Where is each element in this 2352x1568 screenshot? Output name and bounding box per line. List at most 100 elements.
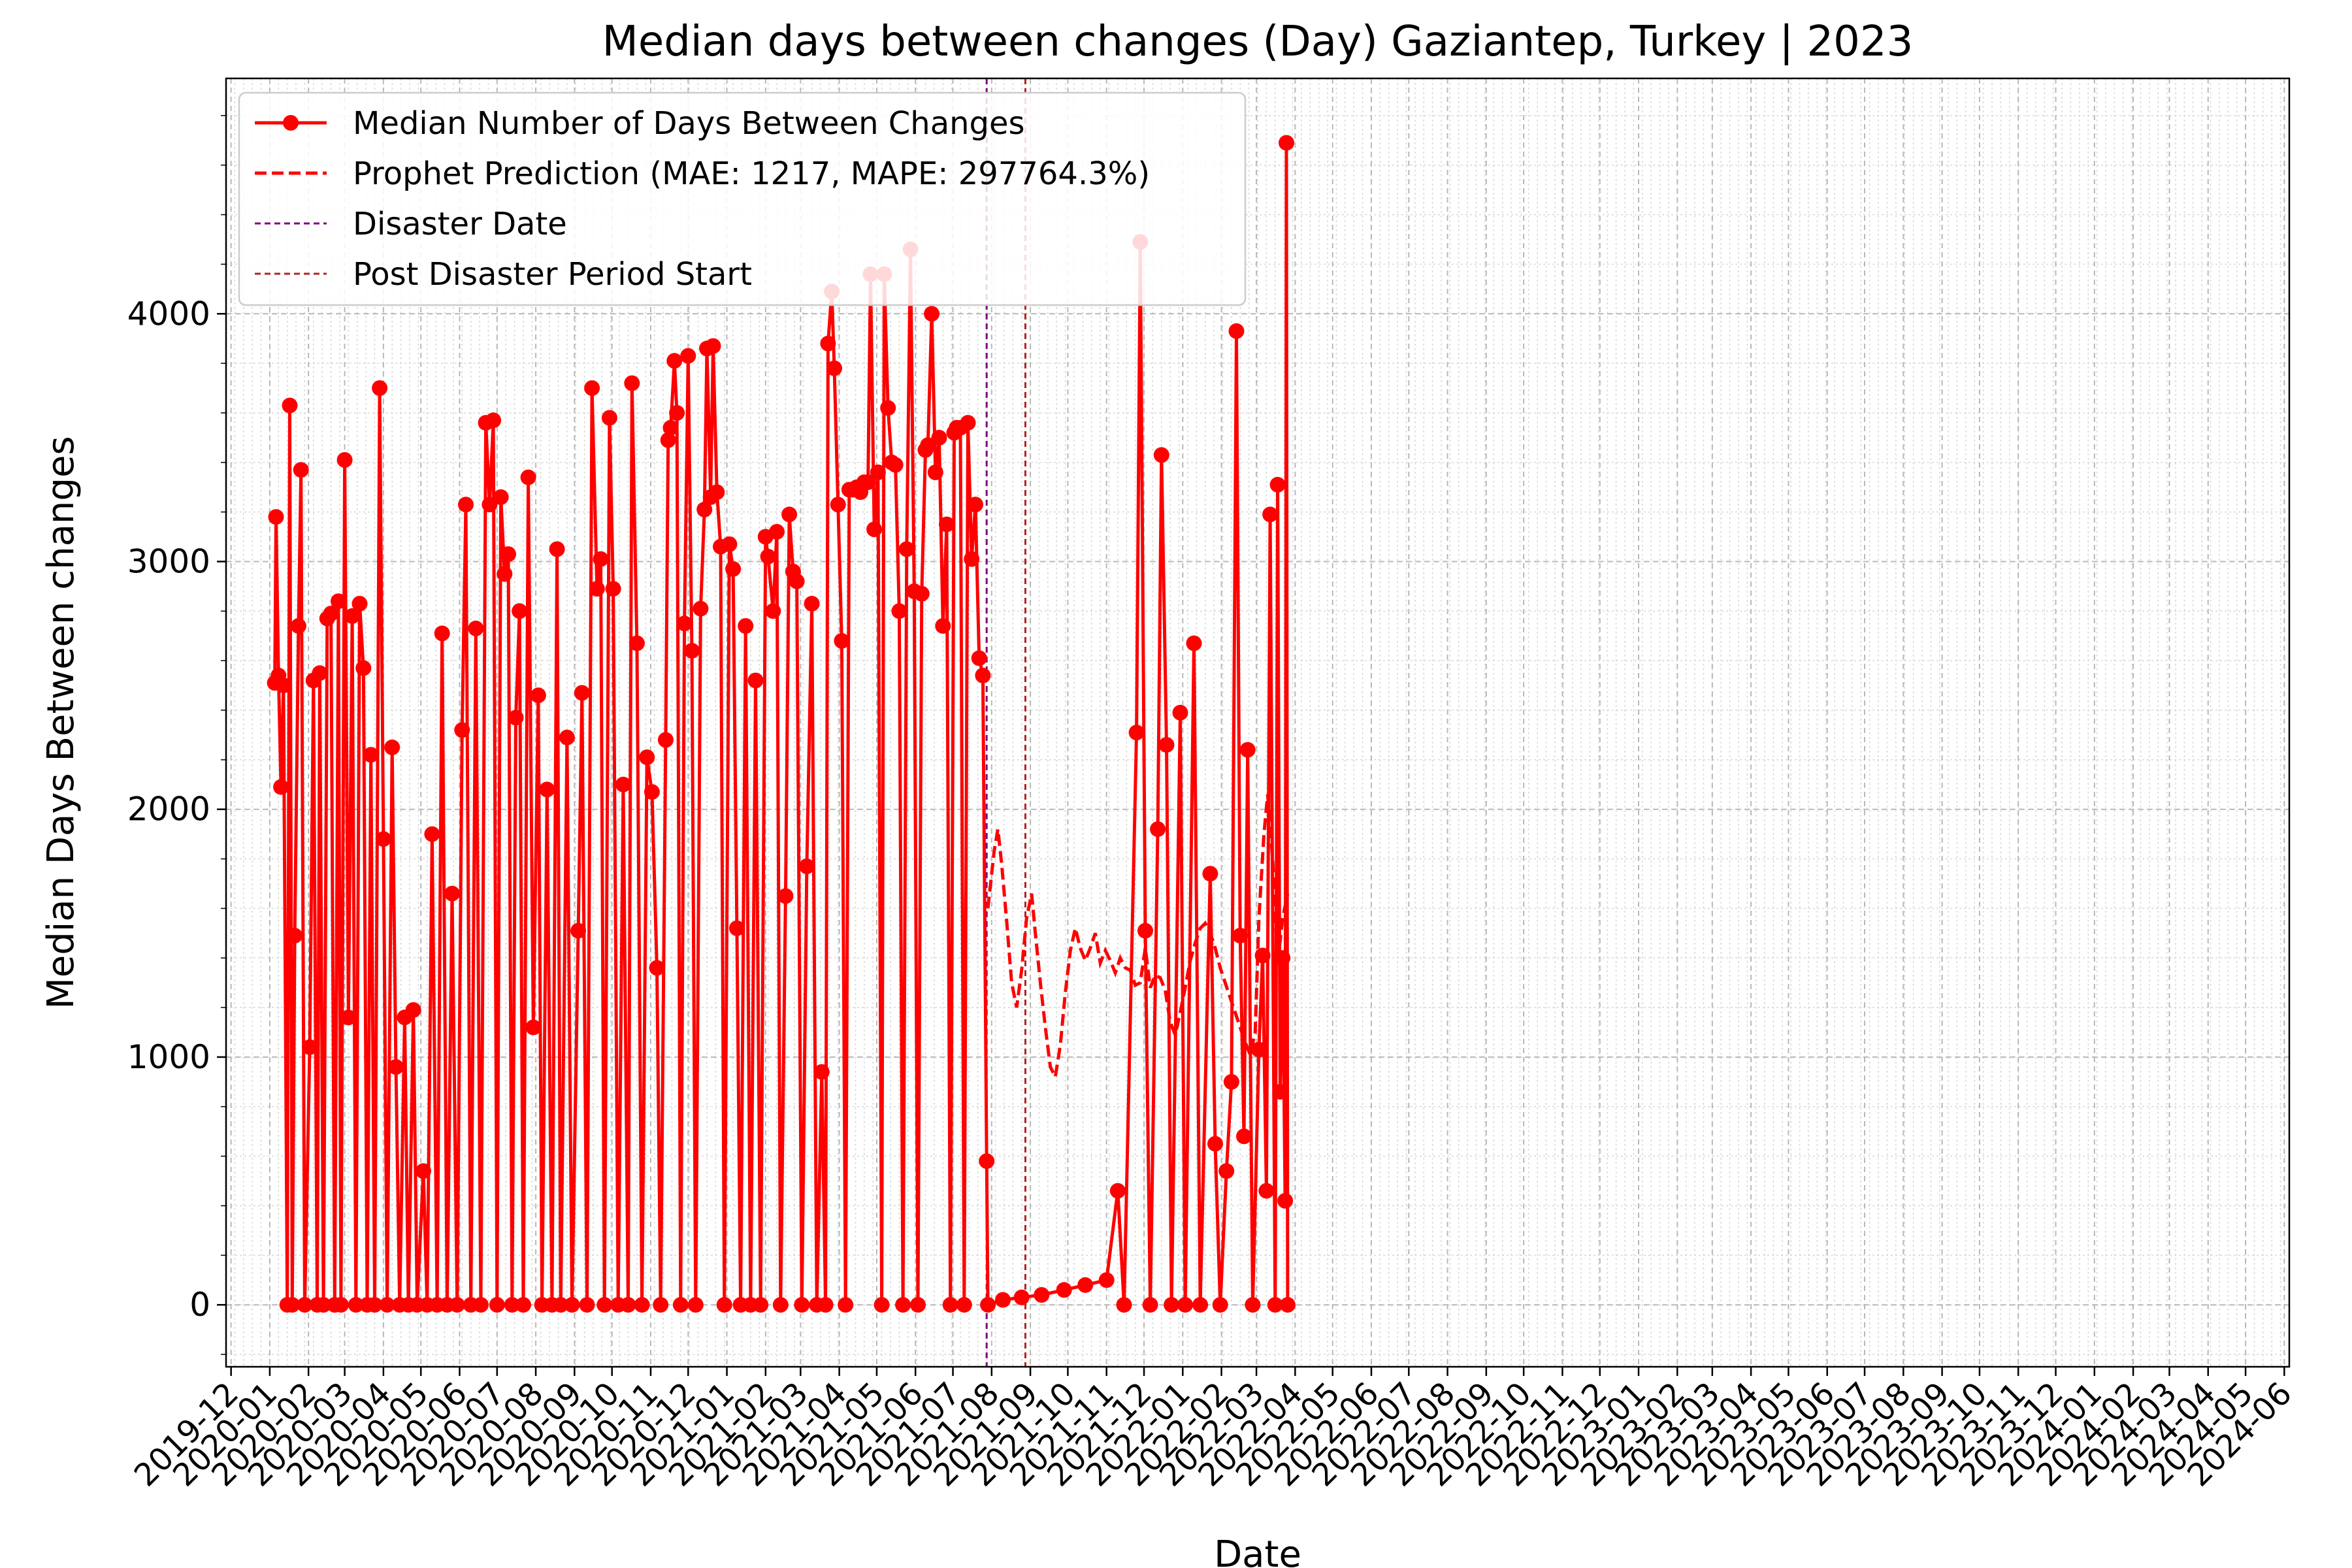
data-point — [644, 784, 660, 800]
data-point — [434, 625, 450, 642]
data-point — [1192, 1297, 1209, 1313]
data-point — [662, 419, 679, 436]
data-point — [789, 573, 805, 589]
prediction-line — [986, 794, 1290, 1083]
data-point — [273, 779, 289, 795]
data-point — [1153, 447, 1169, 463]
data-point — [512, 603, 528, 619]
y-tick-label: 0 — [189, 1286, 210, 1324]
data-point — [287, 928, 303, 944]
data-point — [485, 412, 502, 429]
data-point — [975, 667, 991, 683]
data-point — [624, 375, 640, 391]
data-point — [728, 920, 745, 936]
data-point — [721, 536, 738, 552]
data-point — [468, 620, 484, 636]
data-point — [458, 497, 474, 513]
data-point — [620, 1297, 636, 1313]
data-point — [525, 1019, 542, 1036]
data-point — [924, 306, 940, 322]
data-point — [579, 1297, 595, 1313]
data-point — [684, 643, 700, 659]
data-point — [596, 1297, 613, 1313]
data-point — [672, 1297, 689, 1313]
data-point — [680, 348, 696, 364]
data-point — [794, 1297, 810, 1313]
data-point — [316, 1297, 332, 1313]
data-point — [1172, 704, 1188, 721]
data-point — [344, 608, 361, 624]
data-point — [817, 1297, 834, 1313]
data-point — [666, 353, 683, 369]
legend-label: Median Number of Days Between Changes — [353, 105, 1025, 142]
data-point — [1109, 1183, 1126, 1199]
data-point — [1223, 1073, 1239, 1090]
data-point — [1150, 821, 1166, 838]
data-point — [1245, 1297, 1261, 1313]
data-point — [669, 405, 685, 421]
data-point — [1142, 1297, 1158, 1313]
data-point — [351, 596, 368, 612]
data-point — [1236, 1128, 1252, 1145]
data-point — [693, 600, 709, 617]
data-point — [589, 581, 605, 597]
data-point — [1212, 1297, 1228, 1313]
data-point — [725, 561, 742, 577]
data-point — [515, 1297, 531, 1313]
plot-frame — [225, 77, 2291, 1368]
x-axis-label: Date — [1214, 1533, 1301, 1568]
legend-label: Prophet Prediction (MAE: 1217, MAPE: 297… — [353, 155, 1150, 192]
data-point — [705, 338, 721, 354]
data-point — [473, 1297, 489, 1313]
data-point — [898, 541, 915, 557]
data-point — [874, 1297, 890, 1313]
y-tick-label: 2000 — [127, 791, 210, 828]
data-point — [765, 603, 781, 619]
data-point — [629, 635, 645, 651]
data-point — [1250, 1041, 1267, 1058]
data-point — [375, 831, 391, 847]
data-point — [372, 380, 388, 396]
data-point — [687, 1297, 704, 1313]
data-point — [424, 826, 440, 842]
data-point — [508, 710, 524, 726]
data-point — [781, 506, 798, 523]
data-point — [1077, 1277, 1094, 1293]
legend-box — [238, 91, 1247, 306]
data-point — [379, 1297, 395, 1313]
data-point — [676, 615, 693, 632]
data-point — [1232, 928, 1249, 944]
data-point — [454, 722, 470, 738]
data-point — [910, 1297, 926, 1313]
data-point — [956, 1297, 972, 1313]
data-point — [939, 516, 955, 532]
data-point — [649, 960, 665, 976]
data-point — [880, 400, 896, 416]
data-point — [753, 1297, 769, 1313]
data-point — [1116, 1297, 1132, 1313]
y-axis-label: Median Days Between changes — [40, 436, 82, 1009]
data-point — [405, 1002, 421, 1018]
data-point — [500, 546, 516, 563]
data-point — [660, 432, 676, 448]
data-point — [564, 1297, 580, 1313]
data-point — [1239, 742, 1256, 758]
data-point — [348, 1297, 364, 1313]
data-point — [1202, 866, 1218, 882]
data-point — [968, 497, 983, 513]
axes: 2019-122020-012020-022020-032020-042020-… — [127, 115, 2299, 1494]
data-point — [1186, 635, 1202, 651]
data-point — [593, 551, 609, 567]
data-point — [340, 1009, 357, 1026]
data-point — [497, 566, 513, 582]
data-point — [388, 1059, 404, 1075]
data-point — [615, 776, 631, 792]
data-point — [657, 732, 674, 748]
data-point — [333, 1297, 349, 1313]
data-point — [798, 858, 815, 874]
legend: Median Number of Days Between Changes Pro… — [238, 91, 1247, 306]
y-tick-label: 1000 — [127, 1038, 210, 1076]
data-point — [574, 685, 590, 701]
data-point — [830, 497, 846, 513]
